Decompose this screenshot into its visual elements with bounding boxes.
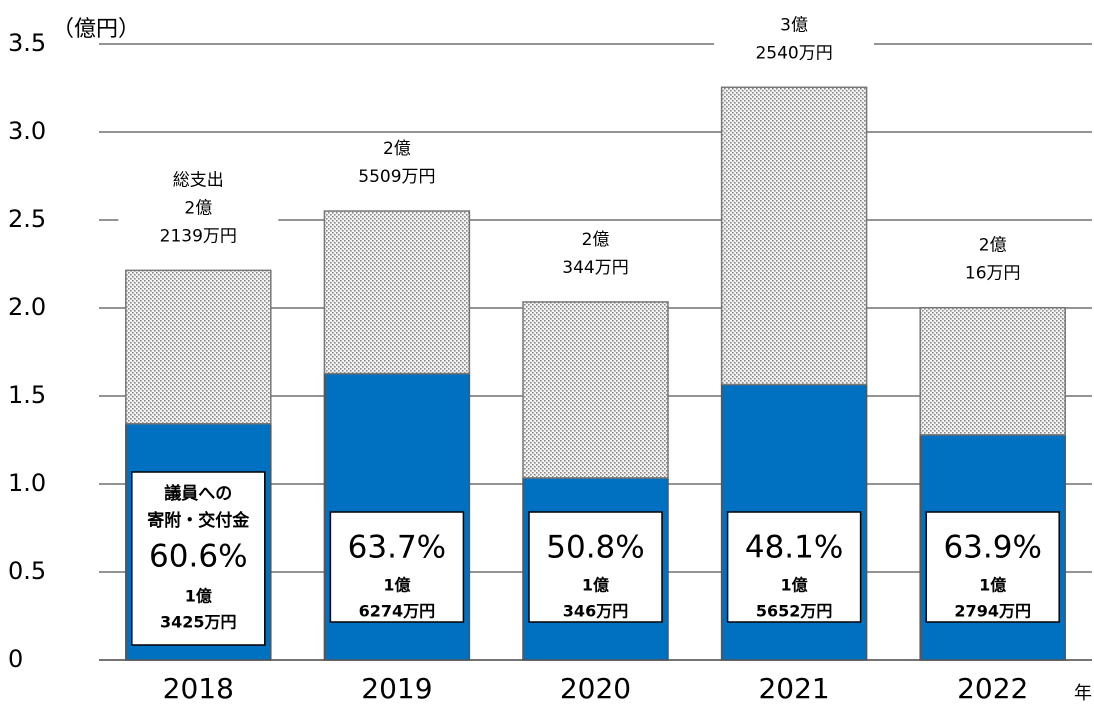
total-name: 総支出 xyxy=(173,170,224,190)
y-tick-label: 2.0 xyxy=(8,293,46,321)
label-box xyxy=(528,511,663,623)
total-label: 2億 xyxy=(979,236,1007,256)
total-label-bg xyxy=(912,229,1073,290)
value-label: 346万円 xyxy=(563,602,628,621)
total-label: 344万円 xyxy=(562,258,628,278)
label-box xyxy=(131,471,266,646)
label-box xyxy=(329,511,465,623)
y-axis-unit: （億円） xyxy=(52,17,140,42)
bar-segment xyxy=(323,210,471,375)
value-label: 2794万円 xyxy=(954,602,1031,621)
total-label: 2139万円 xyxy=(160,226,237,246)
x-tick-label: 2020 xyxy=(560,672,631,705)
y-tick-label: 3.0 xyxy=(8,117,46,145)
x-axis-unit: 年 xyxy=(1074,683,1092,704)
share-label: 50.8% xyxy=(546,530,644,566)
total-label: 16万円 xyxy=(965,264,1021,284)
value-label: 5652万円 xyxy=(756,602,833,621)
total-label: 2540万円 xyxy=(755,43,832,63)
value-label: 1億 xyxy=(979,576,1006,595)
bar-segment xyxy=(125,269,272,425)
value-label: 3425万円 xyxy=(160,613,237,632)
share-label: 63.7% xyxy=(348,530,446,566)
x-tick-label: 2019 xyxy=(361,672,432,705)
bar-segment xyxy=(522,301,669,479)
total-label: 5509万円 xyxy=(358,167,435,187)
total-label: 3億 xyxy=(780,15,808,35)
total-label-bg xyxy=(515,223,676,284)
value-label: 1億 xyxy=(383,576,410,595)
series-name-line: 議員への xyxy=(164,483,232,504)
x-tick-label: 2022 xyxy=(957,672,1028,705)
value-label: 6274万円 xyxy=(359,602,436,621)
share-label: 48.1% xyxy=(745,530,843,566)
y-tick-label: 0.5 xyxy=(8,557,46,585)
value-label: 1億 xyxy=(582,576,609,595)
total-label: 2億 xyxy=(184,198,212,218)
y-tick-label: 1.5 xyxy=(8,381,46,409)
total-label-bg xyxy=(714,9,875,70)
label-box xyxy=(726,511,862,623)
total-label: 2億 xyxy=(383,139,411,159)
total-label-bg xyxy=(118,164,279,253)
total-label-bg xyxy=(316,133,477,194)
series-name-line: 寄附・交付金 xyxy=(147,510,250,531)
bar-segment xyxy=(919,306,1066,436)
y-tick-label: 1.0 xyxy=(8,469,46,497)
y-tick-label: 3.5 xyxy=(8,29,46,57)
value-label: 1億 xyxy=(185,587,212,606)
total-label: 2億 xyxy=(582,230,610,250)
value-label: 1億 xyxy=(781,576,808,595)
bar-segment xyxy=(720,86,868,386)
x-tick-label: 2021 xyxy=(758,672,829,705)
x-tick-label: 2018 xyxy=(163,672,234,705)
share-label: 63.9% xyxy=(943,530,1041,566)
share-label: 60.6% xyxy=(149,539,247,575)
label-box xyxy=(925,511,1060,623)
y-tick-label: 0 xyxy=(8,645,23,673)
y-tick-label: 2.5 xyxy=(8,205,46,233)
